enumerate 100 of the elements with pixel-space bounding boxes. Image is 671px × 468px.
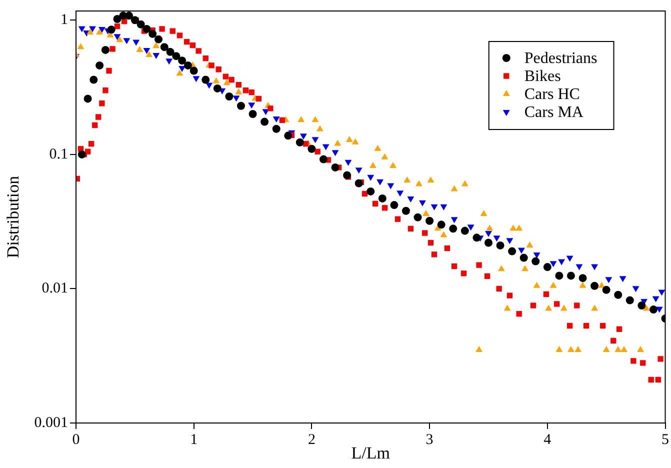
- legend-label: Bikes: [524, 68, 561, 86]
- point: [437, 220, 446, 229]
- point: [113, 15, 122, 23]
- point: [354, 179, 363, 188]
- point: [449, 224, 458, 233]
- point: [614, 290, 622, 299]
- point: [322, 144, 330, 150]
- point: [376, 179, 384, 186]
- point: [331, 163, 340, 172]
- x-tick-label: 2: [308, 432, 316, 448]
- point: [566, 272, 575, 280]
- point: [485, 230, 492, 237]
- point: [558, 259, 566, 266]
- point: [632, 286, 640, 292]
- point: [619, 276, 626, 282]
- y-tick-label: 0.1: [49, 146, 68, 162]
- point: [656, 306, 663, 313]
- point: [130, 16, 139, 24]
- point: [387, 183, 394, 190]
- point: [343, 171, 352, 180]
- x-tick-label: 1: [190, 432, 198, 448]
- point: [496, 241, 504, 250]
- point: [166, 58, 173, 65]
- point: [649, 306, 658, 314]
- point: [206, 82, 213, 89]
- point: [232, 96, 240, 102]
- point: [590, 282, 599, 290]
- x-axis-title: L/Lm: [351, 443, 390, 462]
- point: [506, 238, 514, 244]
- point: [440, 204, 448, 210]
- point: [344, 160, 352, 166]
- point: [550, 261, 557, 268]
- point: [84, 94, 92, 103]
- point: [143, 48, 150, 54]
- point: [248, 110, 257, 118]
- point: [366, 187, 375, 196]
- point: [160, 43, 168, 52]
- point: [578, 274, 587, 282]
- point: [142, 24, 151, 33]
- point: [148, 30, 157, 38]
- point: [602, 286, 610, 294]
- y-tick-label: 1: [60, 12, 68, 28]
- point: [508, 247, 516, 256]
- point: [460, 226, 469, 235]
- point: [450, 217, 458, 224]
- legend-label: Pedestrians: [524, 50, 598, 68]
- point: [543, 263, 552, 272]
- x-tick-label: 5: [662, 432, 669, 448]
- point: [272, 116, 280, 123]
- point: [378, 194, 386, 202]
- point: [414, 213, 422, 222]
- point: [178, 66, 186, 72]
- point: [355, 168, 362, 174]
- y-tick-label: 0.01: [42, 280, 68, 297]
- x-tick-label: 3: [426, 432, 434, 448]
- point: [396, 190, 404, 197]
- point: [136, 20, 145, 28]
- point: [591, 264, 598, 270]
- point: [390, 201, 398, 210]
- y-tick-label: 0.001: [34, 414, 68, 431]
- point: [166, 48, 174, 56]
- point: [248, 102, 256, 109]
- point: [152, 53, 160, 60]
- point: [114, 34, 121, 40]
- point: [520, 254, 528, 262]
- point: [89, 26, 96, 32]
- point: [178, 56, 186, 65]
- point: [533, 252, 540, 258]
- point: [225, 92, 234, 101]
- point: [652, 296, 660, 302]
- point: [605, 277, 612, 284]
- point: [272, 124, 280, 133]
- point: [101, 46, 110, 54]
- point: [213, 84, 222, 92]
- point: [367, 174, 374, 181]
- x-tick-label: 0: [72, 432, 80, 448]
- point: [638, 301, 646, 310]
- point: [260, 118, 269, 126]
- point: [172, 52, 180, 60]
- point: [192, 76, 200, 82]
- point: [123, 38, 130, 44]
- point: [319, 155, 328, 164]
- point: [419, 200, 426, 206]
- point: [78, 26, 86, 32]
- point: [132, 40, 140, 46]
- legend-label: Cars MA: [524, 104, 584, 122]
- point: [90, 76, 98, 84]
- legend-label: Cars HC: [524, 86, 580, 104]
- point: [190, 66, 198, 75]
- point: [332, 150, 339, 156]
- point: [262, 109, 270, 116]
- point: [493, 236, 500, 242]
- point: [407, 196, 414, 202]
- point: [626, 296, 634, 304]
- point: [296, 138, 304, 146]
- point: [300, 134, 307, 140]
- point: [184, 61, 192, 70]
- point: [308, 144, 316, 153]
- point: [236, 102, 245, 110]
- point: [658, 290, 666, 296]
